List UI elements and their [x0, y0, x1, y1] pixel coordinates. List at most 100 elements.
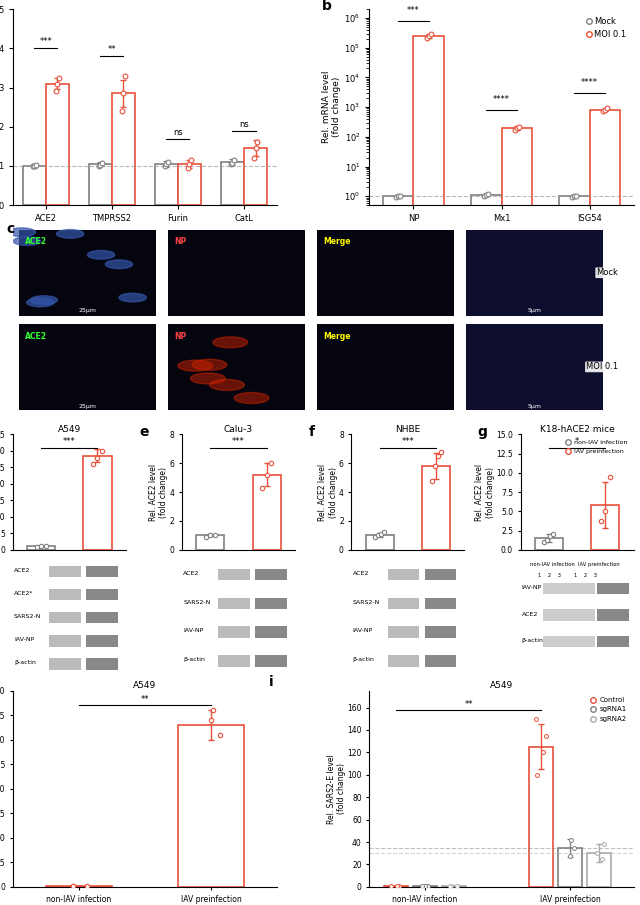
Point	[569, 189, 579, 204]
Text: SARS2-N: SARS2-N	[183, 600, 211, 605]
Circle shape	[192, 359, 227, 370]
Point	[605, 470, 615, 484]
Title: Calu-3: Calu-3	[224, 424, 253, 433]
Bar	[155, 164, 178, 205]
Point	[257, 481, 268, 495]
Point	[433, 449, 443, 463]
Bar	[388, 568, 419, 580]
Bar	[425, 655, 456, 667]
Text: β-actin: β-actin	[183, 657, 205, 662]
Point	[391, 190, 401, 205]
Y-axis label: Rel. ACE2 level
(fold change): Rel. ACE2 level (fold change)	[149, 463, 168, 520]
Point	[376, 527, 387, 541]
Point	[54, 71, 64, 85]
Bar	[588, 853, 611, 887]
Point	[392, 879, 403, 893]
Bar	[535, 538, 563, 549]
Text: ACE2: ACE2	[353, 571, 369, 576]
Text: ACE2: ACE2	[25, 331, 47, 340]
Bar	[218, 655, 250, 667]
Bar	[218, 626, 250, 638]
Text: 25μm: 25μm	[78, 404, 96, 409]
Circle shape	[191, 373, 225, 384]
Bar	[89, 164, 112, 205]
Point	[445, 879, 456, 893]
Bar	[589, 110, 620, 905]
Bar	[558, 848, 582, 887]
Point	[373, 529, 383, 543]
Legend: Control, sgRNA1, sgRNA2: Control, sgRNA1, sgRNA2	[588, 694, 630, 725]
Point	[596, 513, 606, 528]
Y-axis label: Rel. ACE2 level
(fold change): Rel. ACE2 level (fold change)	[318, 463, 337, 520]
Point	[565, 848, 575, 862]
Point	[422, 879, 433, 893]
Circle shape	[210, 379, 244, 390]
Bar	[46, 83, 69, 205]
Bar	[19, 230, 156, 316]
Point	[214, 728, 225, 742]
Point	[600, 103, 610, 118]
Text: Mock: Mock	[596, 268, 618, 277]
Point	[205, 529, 216, 543]
Bar	[388, 597, 419, 609]
Text: ACE2*: ACE2*	[14, 591, 33, 596]
Circle shape	[178, 360, 212, 371]
Bar	[22, 166, 46, 205]
Text: ACE2: ACE2	[183, 571, 200, 576]
Bar	[46, 886, 112, 887]
Bar	[218, 568, 250, 580]
Bar	[388, 626, 419, 638]
Point	[602, 101, 612, 116]
Point	[36, 539, 46, 554]
Point	[417, 879, 427, 893]
Point	[163, 155, 173, 169]
Bar	[49, 589, 81, 600]
Text: **: **	[141, 695, 149, 704]
Point	[568, 841, 579, 855]
Bar	[49, 635, 81, 646]
Point	[229, 153, 239, 167]
Text: Merge: Merge	[323, 237, 351, 246]
Bar	[218, 597, 250, 609]
Point	[68, 879, 78, 893]
Point	[52, 76, 63, 91]
Text: **: **	[108, 45, 116, 54]
Text: ****: ****	[581, 78, 598, 87]
Point	[161, 157, 172, 171]
Point	[509, 122, 520, 137]
Text: NP: NP	[174, 331, 186, 340]
Bar	[86, 658, 118, 670]
Point	[208, 703, 218, 718]
Bar	[196, 536, 225, 549]
Text: non-IAV infection  IAV preinfection: non-IAV infection IAV preinfection	[530, 562, 620, 567]
Circle shape	[88, 251, 115, 259]
Text: ns: ns	[239, 119, 249, 129]
Bar	[244, 148, 267, 205]
Bar	[49, 658, 81, 670]
Bar	[543, 635, 595, 647]
Text: ****: ****	[493, 95, 510, 104]
Text: *: *	[575, 437, 579, 446]
Point	[116, 104, 127, 119]
Bar	[253, 475, 281, 549]
Point	[95, 158, 106, 173]
Point	[252, 135, 262, 149]
Point	[435, 444, 445, 459]
Point	[541, 729, 551, 743]
Title: A549: A549	[490, 681, 513, 690]
Text: Merge: Merge	[323, 331, 351, 340]
Y-axis label: Rel. mRNA level
(fold change): Rel. mRNA level (fold change)	[322, 71, 342, 143]
Circle shape	[234, 393, 269, 404]
Point	[598, 104, 608, 119]
Bar	[543, 609, 595, 621]
Bar	[413, 886, 436, 887]
Bar	[83, 456, 111, 549]
Text: IAV-NP: IAV-NP	[14, 637, 34, 643]
Bar	[442, 886, 466, 887]
Bar	[413, 36, 444, 905]
Point	[97, 156, 107, 170]
Title: K18-hACE2 mice: K18-hACE2 mice	[540, 424, 614, 433]
Point	[159, 158, 170, 173]
Point	[120, 69, 130, 83]
Text: ***: ***	[407, 5, 420, 14]
